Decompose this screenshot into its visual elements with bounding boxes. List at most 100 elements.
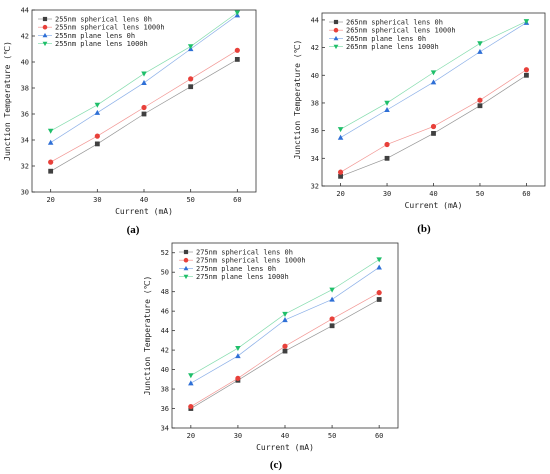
data-point — [329, 323, 335, 329]
x-axis-label: Current (mA) — [115, 207, 173, 216]
legend-marker — [183, 249, 189, 255]
legend-label: 275nm spherical lens 1000h — [196, 257, 306, 265]
data-point — [384, 141, 390, 148]
x-tick-label: 60 — [375, 432, 383, 440]
data-point — [477, 103, 483, 109]
y-tick-label: 36 — [161, 405, 169, 413]
legend-label: 255nm spherical lens 0h — [55, 16, 152, 24]
y-tick-label: 46 — [161, 308, 169, 316]
series-circle — [48, 47, 240, 165]
series-circle — [337, 67, 530, 175]
x-tick-label: 30 — [234, 432, 242, 440]
data-point — [47, 139, 54, 145]
data-point — [188, 76, 194, 82]
data-point — [384, 155, 390, 161]
legend-marker — [42, 32, 48, 38]
y-tick-label: 34 — [21, 137, 29, 145]
x-axis-label: Current (mA) — [256, 443, 314, 452]
data-point — [94, 109, 101, 115]
data-point — [337, 134, 344, 140]
legend-label: 265nm spherical lens 0h — [346, 19, 443, 27]
data-point — [523, 67, 530, 73]
y-tick-label: 30 — [21, 189, 29, 197]
y-axis-label: Junction Temperature (℃) — [143, 276, 152, 396]
x-tick-label: 60 — [522, 190, 530, 198]
data-point — [523, 19, 530, 25]
data-point — [384, 107, 390, 113]
y-tick-label: 36 — [311, 127, 319, 135]
data-point — [477, 48, 483, 54]
y-tick-label: 44 — [311, 16, 319, 24]
data-point — [235, 345, 241, 352]
data-point — [234, 57, 240, 62]
data-point — [235, 375, 241, 381]
series-triangle-up — [188, 264, 382, 386]
legend-marker — [42, 24, 48, 30]
chart-panel-b: 20 30 40 50 60 32 34 36 38 40 42 44 Current (mA) Junc… — [293, 12, 546, 235]
data-point — [384, 100, 390, 106]
series-triangle-down — [47, 10, 241, 134]
y-tick-label: 38 — [161, 386, 169, 394]
data-point — [329, 296, 335, 302]
data-point — [282, 343, 288, 349]
data-point — [141, 104, 147, 111]
chart-panel-a: 20 30 40 50 60 30 32 34 36 38 40 42 44 Current (mA) Ju… — [3, 7, 257, 236]
data-point — [282, 311, 288, 317]
data-point — [188, 380, 194, 386]
data-point — [337, 169, 344, 175]
series-triangle-up — [337, 19, 530, 140]
x-tick-label: 20 — [336, 190, 344, 198]
y-tick-label: 40 — [21, 59, 29, 67]
legend-label: 275nm spherical lens 0h — [196, 249, 293, 257]
data-point — [188, 84, 194, 90]
x-tick-label: 50 — [328, 432, 336, 440]
x-tick-label: 20 — [187, 432, 195, 440]
data-point — [329, 316, 335, 322]
data-point — [430, 79, 437, 85]
y-axis-label: Junction Temperature (℃) — [293, 40, 302, 160]
data-point — [430, 70, 437, 76]
data-point — [48, 168, 54, 174]
y-tick-label: 42 — [311, 44, 319, 52]
chart-panel-c: 20 30 40 50 60 34 36 38 40 42 44 46 48 50 52 Current (m… — [143, 242, 399, 471]
legend-label: 255nm plane lens 1000h — [55, 40, 148, 48]
data-point — [188, 403, 194, 410]
x-tick-label: 40 — [281, 432, 289, 440]
x-tick-label: 50 — [186, 196, 194, 204]
y-tick-label: 32 — [21, 163, 29, 171]
y-tick-label: 52 — [161, 249, 169, 257]
x-tick-label: 50 — [476, 190, 484, 198]
legend-marker — [333, 19, 339, 25]
series-line — [190, 267, 380, 384]
x-axis-label: Current (mA) — [405, 201, 463, 210]
legend-marker — [42, 41, 48, 47]
data-point — [234, 10, 241, 16]
panel-caption: (b) — [417, 223, 431, 235]
data-point — [141, 71, 147, 77]
data-point — [234, 47, 240, 53]
legend-marker — [42, 16, 48, 22]
series-square — [338, 72, 529, 179]
series-circle — [188, 290, 382, 410]
y-tick-label: 34 — [161, 425, 169, 433]
y-tick-label: 36 — [21, 111, 29, 119]
y-tick-label: 40 — [311, 72, 319, 80]
data-point — [430, 123, 437, 130]
legend-label: 265nm plane lens 0h — [346, 35, 426, 43]
series-triangle-down — [188, 257, 382, 379]
data-point — [524, 72, 529, 78]
data-point — [141, 79, 147, 85]
data-point — [477, 97, 483, 103]
series-triangle-down — [337, 19, 530, 133]
x-tick-label: 30 — [93, 196, 101, 204]
legend-marker — [333, 44, 339, 50]
legend-label: 255nm spherical lens 1000h — [55, 24, 165, 32]
panel-caption: (c) — [270, 459, 283, 471]
legend-marker — [333, 35, 339, 41]
legend-label: 265nm plane lens 1000h — [346, 43, 439, 51]
y-tick-label: 34 — [311, 155, 319, 163]
y-tick-label: 38 — [311, 99, 319, 107]
